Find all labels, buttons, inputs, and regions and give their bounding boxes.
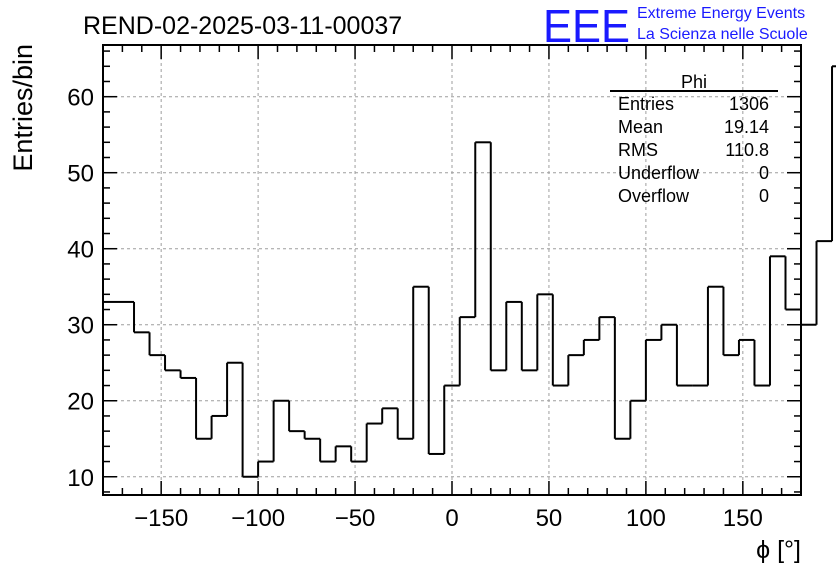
x-tick-labels: −150 −100 −50 0 50 100 150: [134, 505, 763, 532]
project-name: Extreme Energy Events: [637, 5, 805, 22]
y-tick-label: 30: [67, 313, 94, 340]
axes: [102, 44, 802, 496]
stats-box: Phi Entries 1306 Mean 19.14 RMS 110.8 Un…: [610, 72, 778, 206]
stats-mean-label: Mean: [618, 117, 663, 137]
project-subtitle: La Scienza nelle Scuole: [637, 26, 808, 43]
y-tick-label: 60: [67, 85, 94, 112]
eee-logo-text: EEE: [543, 0, 630, 52]
eee-logo: EEE Extreme Energy Events La Scienza nel…: [543, 0, 808, 52]
stats-mean-value: 19.14: [724, 117, 769, 137]
x-tick-label: −50: [335, 505, 376, 532]
run-title: REND-02-2025-03-11-00037: [83, 12, 402, 40]
x-tick-label: −100: [231, 505, 285, 532]
y-tick-labels: 10 20 30 40 50 60: [67, 85, 94, 492]
stats-box-title: Phi: [681, 72, 707, 92]
x-tick-label: 100: [626, 505, 666, 532]
stats-underflow-label: Underflow: [618, 163, 700, 183]
stats-overflow-label: Overflow: [618, 186, 690, 206]
stats-entries-value: 1306: [729, 94, 769, 114]
y-tick-label: 10: [67, 465, 94, 492]
stats-underflow-value: 0: [759, 163, 769, 183]
x-axis-title: ϕ [°]: [756, 536, 801, 564]
stats-rms-label: RMS: [618, 140, 658, 160]
y-tick-label: 20: [67, 389, 94, 416]
stats-overflow-value: 0: [759, 186, 769, 206]
x-tick-label: 50: [536, 505, 563, 532]
x-tick-label: −150: [134, 505, 188, 532]
y-tick-label: 40: [67, 237, 94, 264]
stats-rms-value: 110.8: [725, 140, 769, 160]
grid-lines: [103, 45, 801, 495]
x-tick-label: 150: [723, 505, 763, 532]
y-axis-title: Entries/bin: [8, 44, 38, 172]
y-tick-label: 50: [67, 161, 94, 188]
x-tick-label: 0: [445, 505, 458, 532]
stats-entries-label: Entries: [618, 94, 674, 114]
